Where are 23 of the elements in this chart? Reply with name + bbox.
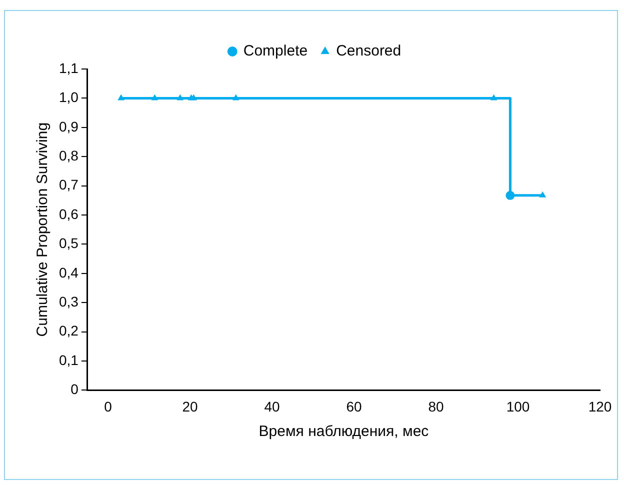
x-axis-title: Время наблюдения, мес [258,423,430,440]
y-tick-label: 0 [70,381,79,398]
x-tick-label: 20 [182,398,198,414]
y-tick-label: 0,2 [58,322,79,339]
y-tick-label: 0,4 [58,264,79,280]
y-tick-label: 1,1 [58,60,79,76]
y-axis-title: Cumulative Proportion Surviving [34,122,52,337]
x-tick-label: 0 [104,398,112,414]
x-tick-label: 40 [264,398,280,414]
y-tick-label: 0,3 [58,293,79,310]
legend-label: Censored [336,42,402,60]
x-tick-label: 60 [346,398,362,414]
x-tick-label: 120 [588,398,612,414]
x-tick-label: 100 [506,398,530,414]
y-tick-label: 1,0 [58,89,79,106]
y-tick-label: 0,7 [58,176,79,193]
y-tick-label: 0,1 [58,352,79,368]
y-tick-label: 0,8 [58,147,79,164]
y-tick-label: 0,9 [58,118,79,134]
y-tick-label: 0,6 [58,206,79,222]
legend-label: Complete [243,42,308,60]
y-tick-label: 0,5 [58,235,79,252]
x-tick-label: 80 [428,398,444,414]
